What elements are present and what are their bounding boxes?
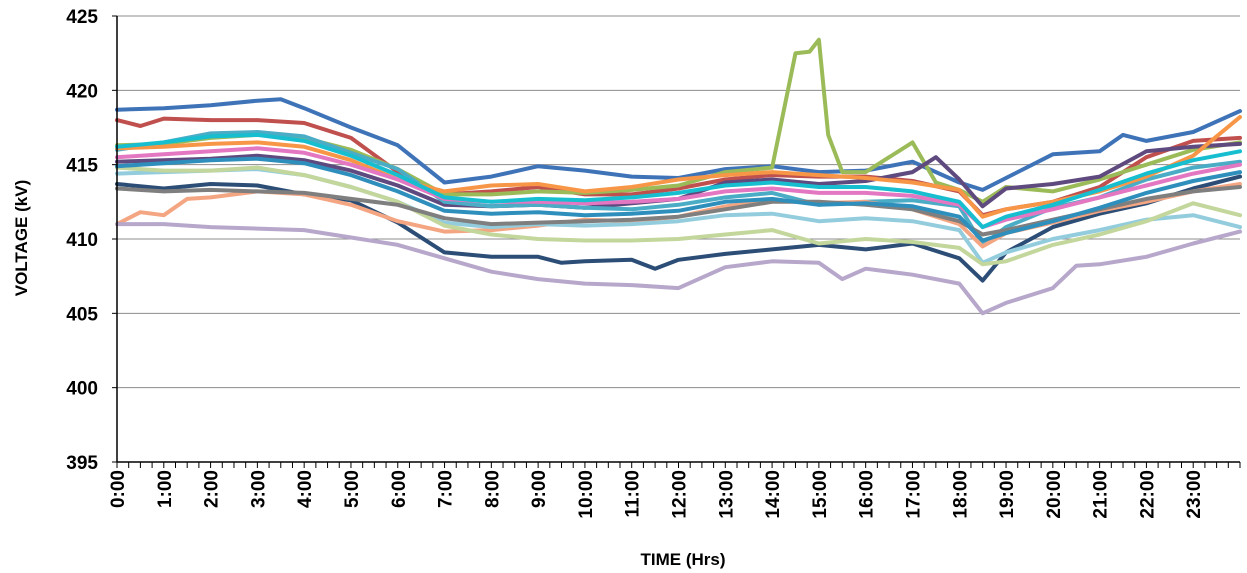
y-tick-label: 410 — [66, 230, 98, 251]
x-tick-label: 2:00 — [202, 470, 223, 508]
x-tick-label: 8:00 — [482, 470, 503, 508]
x-tick-label: 3:00 — [248, 470, 269, 508]
x-tick-label: 12:00 — [670, 470, 691, 519]
series-line-9 — [115, 222, 1242, 316]
y-tick-label: 400 — [66, 379, 98, 400]
y-tick-labels: 395 400 405 410 415 420 425 — [66, 7, 98, 474]
x-tick-label: 11:00 — [623, 470, 644, 518]
y-tick-label: 420 — [66, 81, 98, 102]
x-tick-label: 4:00 — [295, 470, 316, 508]
x-tick-label: 10:00 — [576, 470, 597, 519]
x-tick-label: 9:00 — [529, 470, 550, 508]
x-tick-label: 19:00 — [997, 470, 1018, 519]
y-tick-label: 405 — [66, 304, 98, 325]
x-tick-label: 18:00 — [950, 470, 971, 519]
y-axis-title: VOLTAGE (kV) — [12, 180, 31, 297]
y-tick-label: 425 — [66, 7, 98, 28]
series-line-6 — [115, 115, 1242, 219]
series-line-14 — [115, 132, 1242, 230]
series-line-15 — [115, 156, 1242, 243]
x-tick-label: 21:00 — [1091, 470, 1112, 519]
x-tick-label: 14:00 — [763, 470, 784, 519]
series-line-4 — [115, 141, 1242, 210]
x-tick-label: 6:00 — [389, 470, 410, 508]
x-tick-label: 22:00 — [1137, 470, 1158, 519]
x-tick-label: 5:00 — [342, 470, 363, 508]
series-line-11 — [115, 165, 1242, 267]
y-tick-label: 395 — [66, 453, 98, 474]
series-lines — [115, 37, 1242, 316]
x-tick-label: 20:00 — [1044, 470, 1065, 519]
x-tick-label: 0:00 — [108, 470, 129, 508]
x-tick-label: 7:00 — [436, 470, 457, 508]
x-tick-label: 13:00 — [716, 470, 737, 519]
x-tick-label: 1:00 — [155, 470, 176, 508]
y-tick-label: 415 — [66, 156, 98, 177]
x-tick-labels: 0:00 1:00 2:00 3:00 4:00 5:00 6:00 7:00 8:00 9:00… — [108, 470, 1205, 519]
series-line-1 — [115, 97, 1242, 192]
x-tick-label: 17:00 — [903, 470, 924, 519]
x-tick-label: 23:00 — [1184, 470, 1205, 519]
x-tick-label: 16:00 — [857, 470, 878, 519]
axes — [112, 15, 1241, 468]
x-axis-title: TIME (Hrs) — [641, 550, 726, 569]
series-line-13 — [115, 146, 1242, 230]
x-tick-label: 15:00 — [810, 470, 831, 519]
